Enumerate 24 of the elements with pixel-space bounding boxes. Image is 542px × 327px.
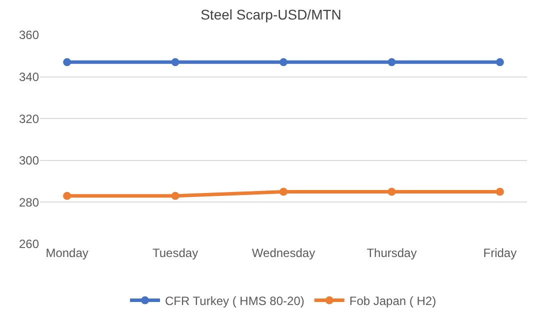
y-tick-label: 340 xyxy=(18,70,40,84)
legend-label: CFR Turkey ( HMS 80-20) xyxy=(165,294,304,308)
x-tick-label: Thursday xyxy=(366,246,417,260)
y-tick-label: 280 xyxy=(18,195,40,210)
x-tick-label: Friday xyxy=(483,246,517,260)
x-tick-label: Wednesday xyxy=(252,246,316,260)
point xyxy=(280,188,288,196)
y-tick-label: 260 xyxy=(18,237,40,252)
x-tick-label: Tuesday xyxy=(152,246,198,260)
y-tick-label: 300 xyxy=(18,154,40,168)
point xyxy=(280,58,288,66)
point xyxy=(171,192,180,200)
y-tick-label: 360 xyxy=(18,28,40,42)
point xyxy=(171,58,180,66)
chart-title: Steel Scarp-USD/MTN xyxy=(200,6,342,23)
x-tick-label: Monday xyxy=(46,246,88,260)
point xyxy=(388,58,396,66)
point xyxy=(496,188,504,196)
point xyxy=(63,58,72,66)
point xyxy=(496,58,504,66)
point xyxy=(388,188,396,196)
y-tick-label: 320 xyxy=(18,112,40,126)
point xyxy=(63,192,72,200)
legend-label: Fob Japan ( H2) xyxy=(349,294,436,308)
